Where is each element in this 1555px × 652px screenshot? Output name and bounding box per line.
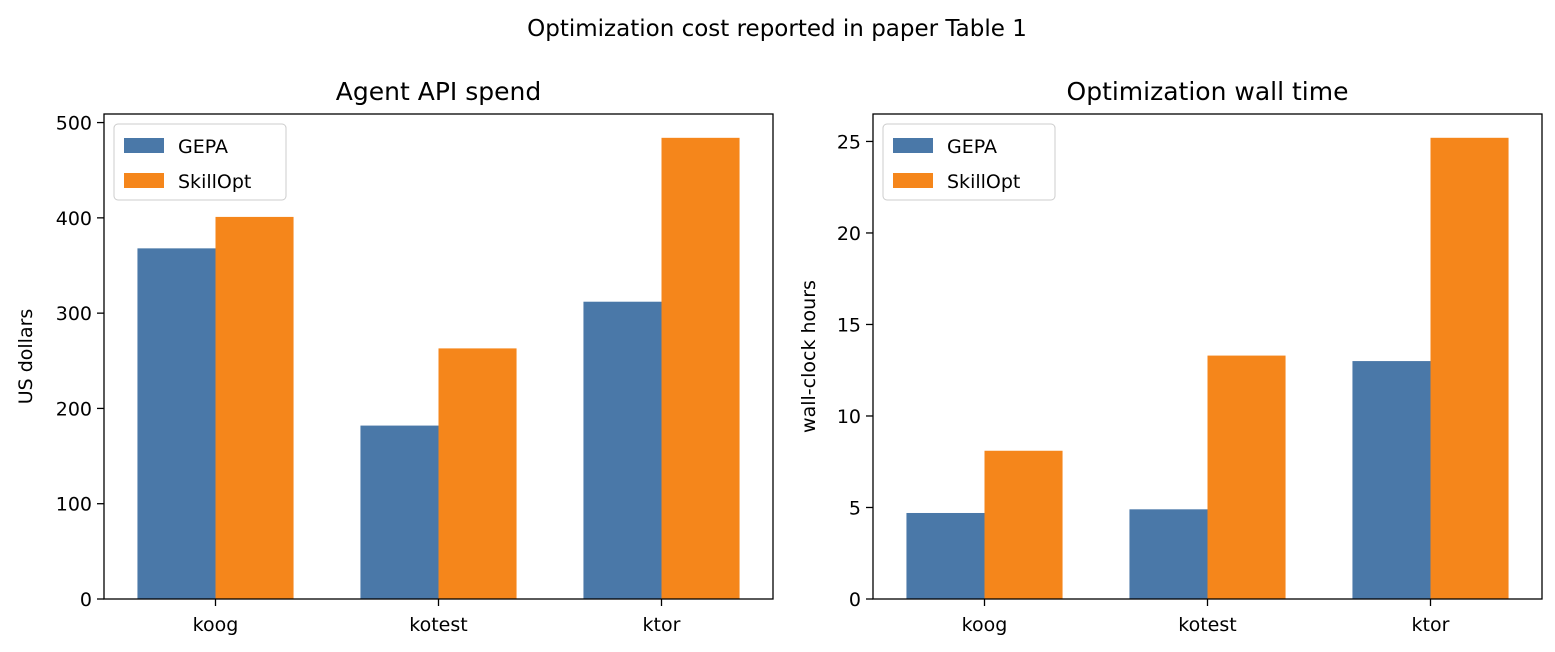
legend-label-skillopt: SkillOpt <box>178 171 251 193</box>
y-tick-label: 300 <box>56 303 92 325</box>
y-tick-label: 100 <box>56 494 92 516</box>
y-tick-label: 5 <box>849 497 861 519</box>
bar-gepa-koog <box>906 512 985 599</box>
panel-agent-api-spend: Agent API spend 0 100 200 300 400 500 koog kotes… <box>15 77 774 636</box>
chart-title: Optimization wall time <box>1067 77 1349 106</box>
bar-skillopt-ktor <box>1430 137 1509 599</box>
legend-label-gepa: GEPA <box>947 136 997 158</box>
bar-skillopt-koog <box>215 216 294 600</box>
x-tick-label: koog <box>193 614 239 636</box>
y-axis-label: US dollars <box>15 309 37 405</box>
bar-gepa-kotest <box>1129 509 1208 599</box>
x-tick-label: ktor <box>643 614 681 636</box>
bar-skillopt-kotest <box>1207 355 1286 599</box>
y-tick-label: 500 <box>56 113 92 135</box>
legend-label-gepa: GEPA <box>178 136 228 158</box>
bar-gepa-ktor <box>583 301 662 599</box>
bar-gepa-ktor <box>1352 361 1431 599</box>
x-tick-label: ktor <box>1412 614 1450 636</box>
y-tick-label: 25 <box>837 131 861 153</box>
legend-swatch-gepa <box>893 138 933 153</box>
x-tick-label: koog <box>962 614 1008 636</box>
bar-gepa-kotest <box>360 425 439 599</box>
y-tick-label: 15 <box>837 314 861 336</box>
panel-optimization-wall-time: Optimization wall time 0 5 10 15 20 25 koog kote… <box>798 77 1543 636</box>
legend-swatch-skillopt <box>893 173 933 188</box>
y-axis-label: wall-clock hours <box>798 280 820 433</box>
legend-swatch-gepa <box>124 138 164 153</box>
y-tick-label: 0 <box>80 589 92 611</box>
x-tick-label: kotest <box>409 614 467 636</box>
bar-skillopt-ktor <box>661 137 740 599</box>
bar-skillopt-kotest <box>438 348 517 599</box>
legend-label-skillopt: SkillOpt <box>947 171 1020 193</box>
x-tick-label: kotest <box>1178 614 1236 636</box>
y-tick-label: 20 <box>837 223 861 245</box>
bar-gepa-koog <box>137 248 216 599</box>
legend-swatch-skillopt <box>124 173 164 188</box>
chart-title: Agent API spend <box>336 77 541 106</box>
y-tick-label: 0 <box>849 589 861 611</box>
y-tick-label: 400 <box>56 208 92 230</box>
y-tick-label: 200 <box>56 398 92 420</box>
y-tick-label: 10 <box>837 406 861 428</box>
figure-suptitle: Optimization cost reported in paper Tabl… <box>527 16 1027 42</box>
bar-skillopt-koog <box>984 450 1063 599</box>
